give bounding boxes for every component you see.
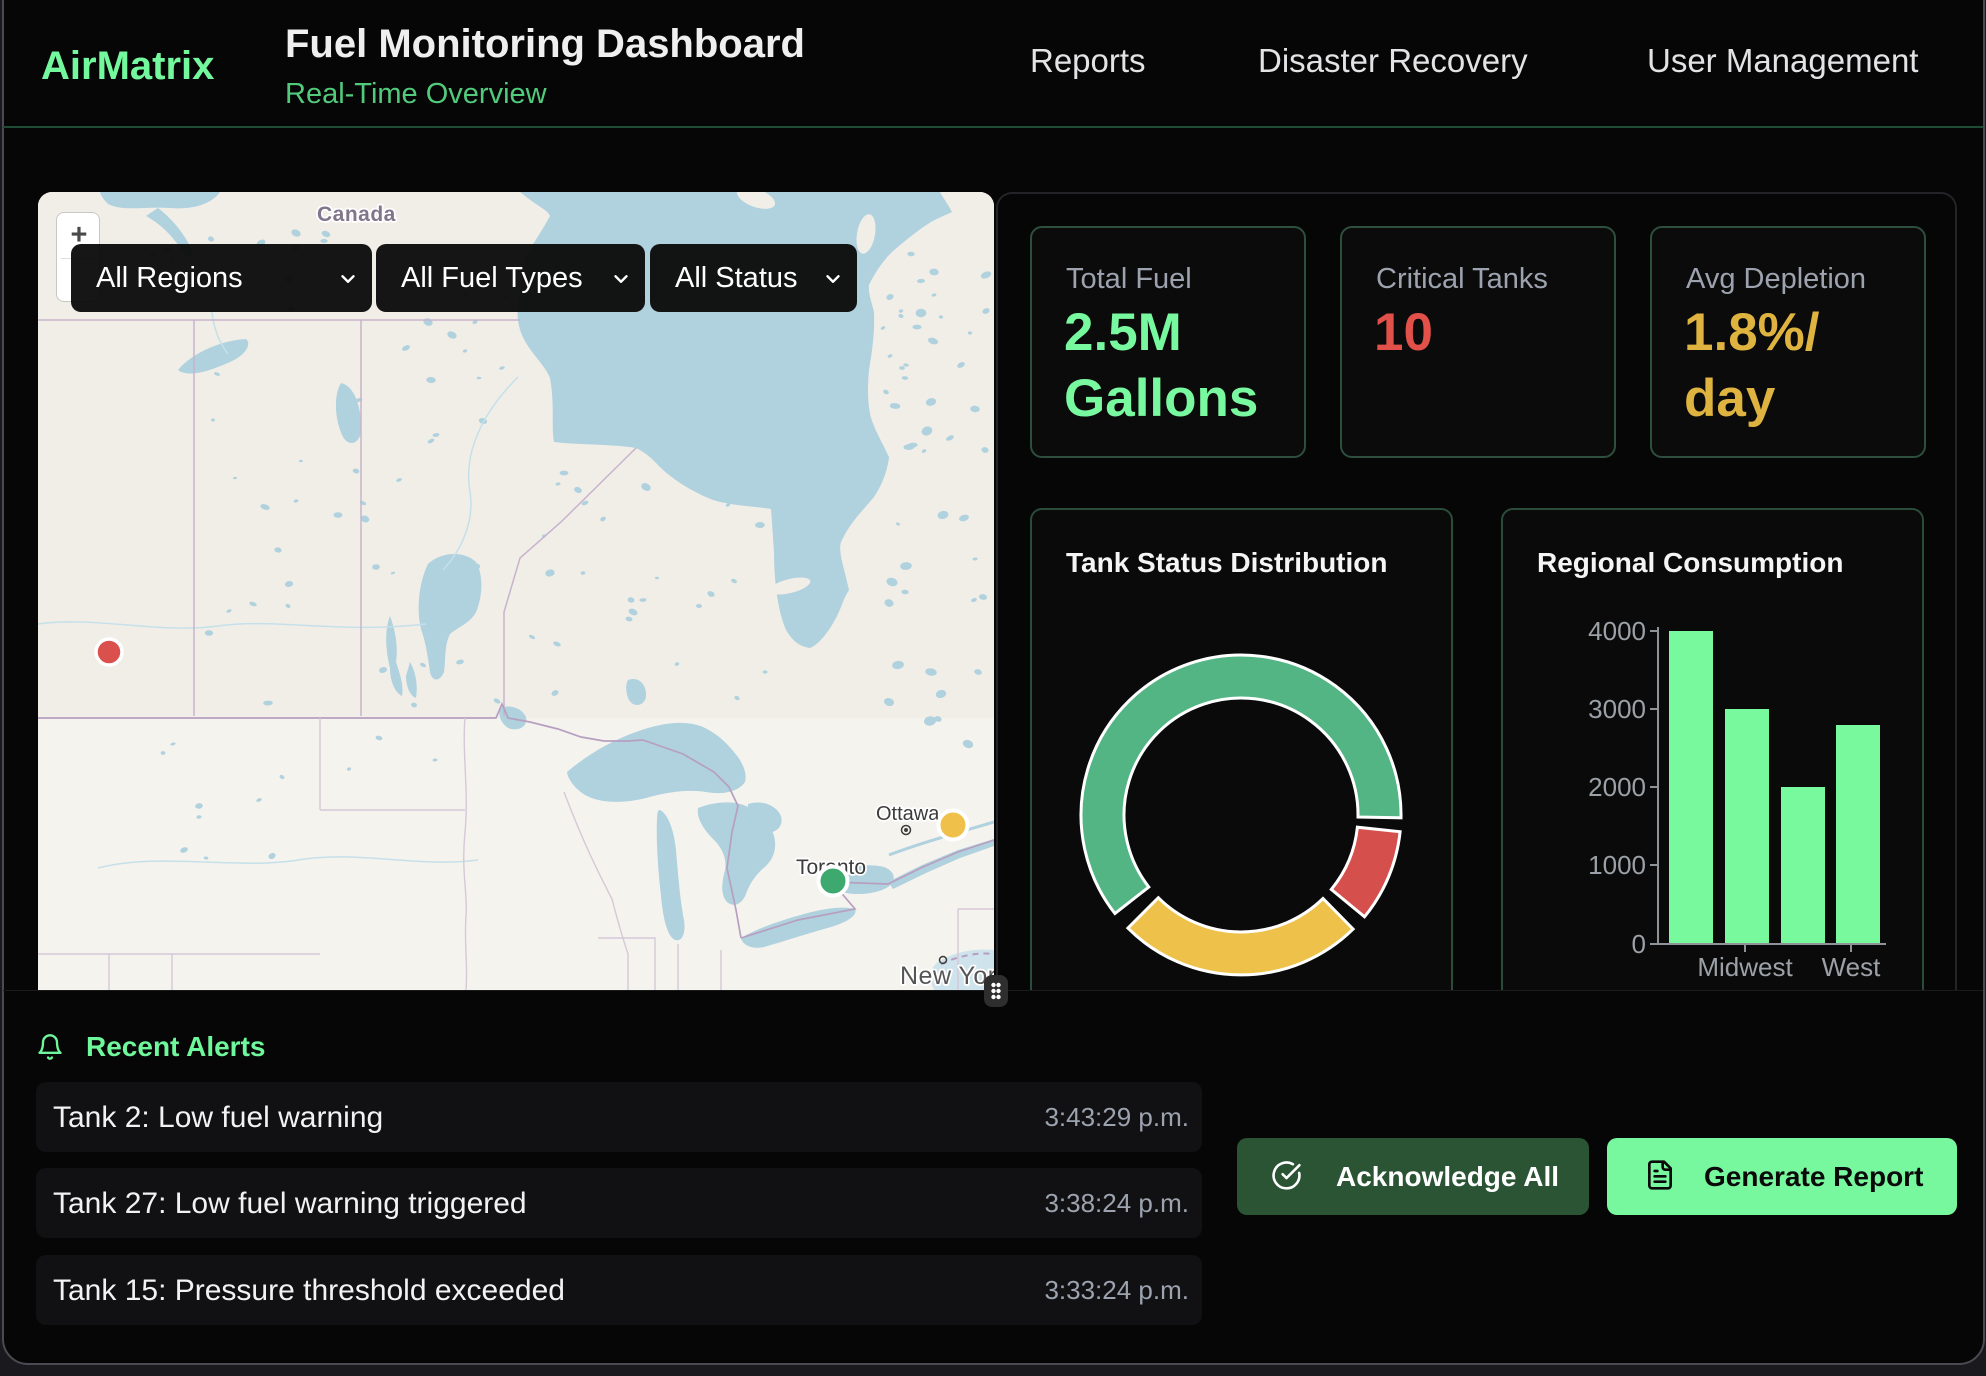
svg-text:2000: 2000	[1588, 772, 1646, 802]
svg-text:1000: 1000	[1588, 850, 1646, 880]
svg-text:4000: 4000	[1588, 616, 1646, 646]
svg-text:3000: 3000	[1588, 694, 1646, 724]
svg-text:Canada: Canada	[317, 203, 396, 226]
svg-text:New York: New York	[900, 962, 994, 990]
svg-text:West: West	[1822, 952, 1882, 982]
svg-text:Midwest: Midwest	[1697, 952, 1793, 982]
svg-text:0: 0	[1632, 929, 1646, 959]
svg-text:Ottawa: Ottawa	[876, 803, 940, 825]
